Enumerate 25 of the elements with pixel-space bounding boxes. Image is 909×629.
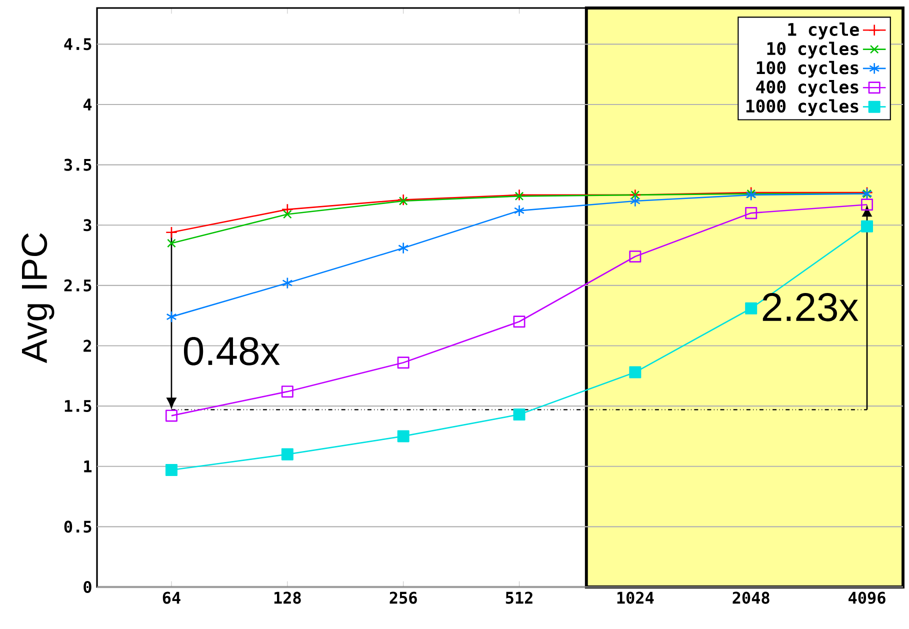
legend-label: 400 cycles	[756, 80, 858, 97]
y-tick-label: 0	[84, 580, 92, 594]
y-tick-label: 1	[84, 460, 92, 472]
y-tick-label: 3	[84, 219, 92, 232]
x-tick-label: 256	[390, 592, 417, 604]
y-tick-label: 1.5	[64, 400, 92, 412]
y-tick-label: 2.5	[64, 279, 92, 292]
legend-label: 10 cycles	[767, 42, 858, 58]
y-tick-label: 3.5	[64, 158, 92, 171]
x-tick-label: 2048	[732, 592, 770, 604]
x-tick-label: 512	[506, 592, 532, 604]
annotation: 2.23x	[762, 292, 858, 322]
y-tick-label: 4	[83, 98, 92, 110]
y-tick-label: 0.5	[64, 520, 92, 533]
legend-label: 1000 cycles	[746, 99, 858, 116]
x-tick-label: 128	[274, 592, 301, 604]
legend-label: 1 cycle	[788, 22, 859, 40]
annotation: 0.48x	[184, 336, 280, 366]
x-tick-label: 4096	[848, 592, 886, 604]
legend-label: 100 cycles	[756, 60, 858, 78]
x-tick-label: 64	[162, 592, 180, 604]
y-axis-title: Avg IPC	[22, 233, 54, 364]
y-tick-label: 4.5	[64, 38, 92, 50]
y-tick-label: 2	[84, 340, 91, 352]
x-tick-label: 1024	[617, 592, 654, 604]
